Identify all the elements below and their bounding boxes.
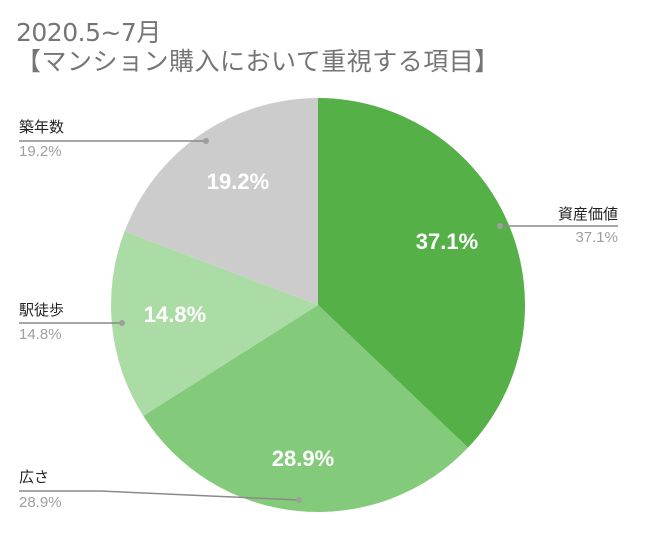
slice-building-age xyxy=(124,98,319,305)
callout-value-walk-to-station: 14.8% xyxy=(19,326,62,343)
chart-title-period: 2020.5~7月 xyxy=(16,18,161,47)
leader-dot xyxy=(203,138,209,144)
slice-floor-area xyxy=(143,305,469,512)
pie-slice-labels: 37.1% 28.9% 14.8% 19.2% xyxy=(144,169,478,471)
callout-value-floor-area: 28.9% xyxy=(19,494,62,511)
pie-slices xyxy=(111,98,525,512)
slice-percent-label: 19.2% xyxy=(207,169,269,194)
chart-title: 2020.5~7月 【マンション購入において重視する項目】 xyxy=(16,18,500,76)
slice-percent-label: 28.9% xyxy=(272,446,334,471)
leader-line xyxy=(19,490,300,501)
slice-percent-label: 14.8% xyxy=(144,302,206,327)
slice-walk-to-station xyxy=(111,231,318,416)
leader-dot xyxy=(497,223,503,229)
leader-dot xyxy=(119,320,125,326)
leader-dot xyxy=(296,497,302,503)
slice-percent-label: 37.1% xyxy=(416,229,478,254)
callout-name-floor-area: 広さ xyxy=(19,468,50,486)
callout-name-walk-to-station: 駅徒歩 xyxy=(19,301,65,319)
callout-name-building-age: 築年数 xyxy=(19,118,65,136)
slice-asset-value xyxy=(318,98,525,448)
callout-leader-lines xyxy=(19,138,618,503)
chart-title-subject: 【マンション購入において重視する項目】 xyxy=(16,47,500,76)
callout-value-building-age: 19.2% xyxy=(19,143,62,160)
callout-value-asset-value: 37.1% xyxy=(575,229,618,246)
callout-name-asset-value: 資産価値 xyxy=(557,205,618,223)
